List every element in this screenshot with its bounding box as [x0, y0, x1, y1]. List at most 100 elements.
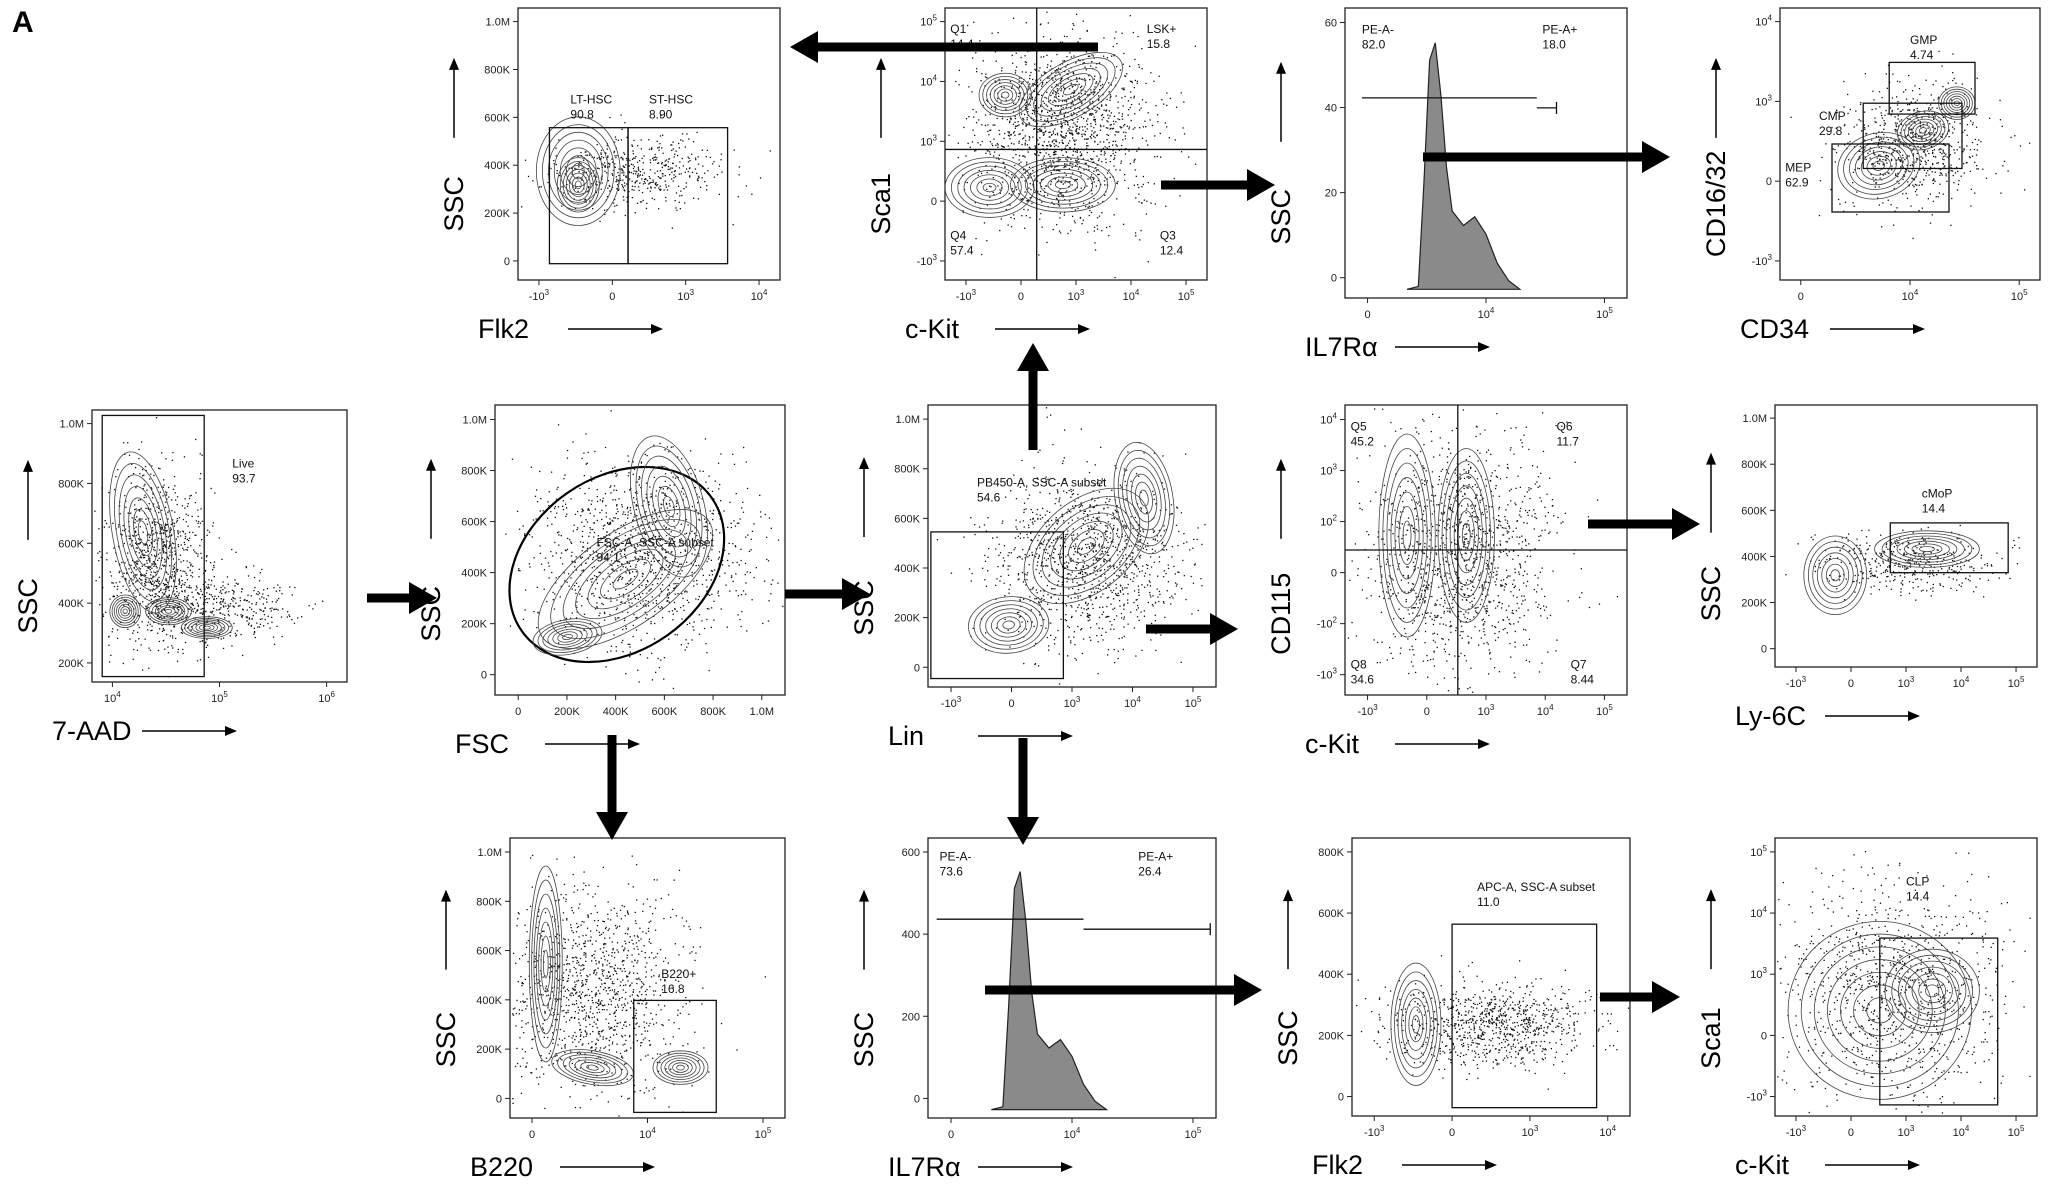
event-dot — [108, 526, 110, 528]
event-dot — [1144, 120, 1146, 122]
event-dot — [1123, 468, 1125, 470]
event-dot — [675, 150, 677, 152]
event-dot — [234, 613, 236, 615]
event-dot — [132, 582, 135, 585]
event-dot — [1103, 508, 1105, 510]
event-dot — [1111, 518, 1113, 520]
event-dot — [1006, 480, 1008, 482]
event-dot — [1121, 113, 1124, 115]
event-dot — [571, 612, 573, 614]
event-dot — [1051, 588, 1053, 590]
event-dot — [150, 571, 152, 573]
event-dot — [1127, 593, 1129, 595]
event-dot — [1034, 128, 1036, 130]
event-dot — [629, 579, 632, 581]
event-dot — [519, 570, 521, 572]
event-dot — [145, 543, 147, 545]
event-dot — [1058, 200, 1060, 202]
event-dot — [643, 178, 646, 181]
event-dot — [240, 615, 243, 618]
event-dot — [1008, 592, 1010, 594]
event-dot — [664, 493, 666, 495]
event-dot — [132, 658, 134, 660]
event-dot — [697, 513, 699, 515]
event-dot — [1114, 509, 1116, 511]
event-dot — [1170, 513, 1172, 515]
event-dot — [212, 603, 214, 605]
y-tick-label: 400K — [58, 598, 84, 610]
event-dot — [1096, 517, 1098, 519]
event-dot — [655, 577, 657, 580]
event-dot — [157, 559, 159, 561]
event-dot — [632, 535, 634, 538]
event-dot — [648, 501, 650, 503]
event-dot — [153, 546, 155, 548]
event-dot — [1051, 542, 1053, 544]
event-dot — [698, 176, 700, 179]
event-dot — [587, 191, 589, 193]
event-dot — [159, 518, 161, 520]
event-dot — [608, 162, 610, 164]
event-dot — [591, 581, 593, 583]
event-dot — [147, 629, 149, 631]
event-dot — [136, 543, 138, 546]
event-dot — [166, 596, 169, 598]
event-dot — [1094, 544, 1096, 546]
event-dot — [1028, 564, 1030, 566]
event-dot — [180, 535, 182, 537]
event-dot — [102, 613, 104, 616]
event-dot — [192, 596, 194, 598]
event-dot — [604, 558, 606, 560]
event-dot — [1117, 543, 1120, 546]
event-dot — [710, 559, 712, 561]
event-dot — [616, 178, 618, 181]
event-dot — [1047, 161, 1049, 163]
event-dot — [686, 133, 688, 135]
event-dot — [574, 167, 576, 169]
event-dot — [150, 508, 152, 510]
event-dot — [683, 493, 685, 495]
event-dot — [1067, 124, 1069, 126]
event-dot — [189, 569, 191, 571]
event-dot — [172, 542, 174, 544]
event-dot — [686, 561, 688, 563]
event-dot — [635, 571, 638, 573]
event-dot — [690, 472, 692, 475]
event-dot — [145, 581, 147, 583]
event-dot — [260, 609, 262, 611]
event-dot — [261, 568, 263, 571]
event-dot — [662, 549, 664, 551]
event-dot — [580, 162, 582, 165]
event-dot — [297, 617, 299, 619]
event-dot — [1077, 606, 1079, 609]
event-dot — [1108, 559, 1111, 561]
event-dot — [668, 568, 670, 571]
event-dot — [650, 571, 652, 573]
event-dot — [1106, 525, 1108, 527]
event-dot — [553, 159, 555, 162]
event-dot — [672, 687, 675, 690]
event-dot — [136, 547, 139, 549]
density-contour — [114, 463, 172, 602]
event-dot — [1153, 494, 1155, 496]
event-dot — [1096, 524, 1098, 526]
event-dot — [632, 164, 634, 166]
event-dot — [974, 533, 976, 536]
event-dot — [160, 601, 162, 603]
event-dot — [630, 512, 632, 515]
event-dot — [651, 523, 654, 525]
event-dot — [1064, 199, 1066, 201]
event-dot — [634, 514, 636, 516]
event-dot — [1170, 603, 1172, 605]
event-dot — [240, 633, 242, 636]
event-dot — [583, 159, 585, 161]
event-dot — [1092, 544, 1094, 546]
event-dot — [167, 586, 169, 588]
event-dot — [1017, 579, 1019, 581]
event-dot — [679, 573, 681, 575]
event-dot — [1111, 591, 1113, 594]
event-dot — [1045, 533, 1047, 535]
event-dot — [718, 563, 720, 565]
event-dot — [981, 124, 983, 126]
event-dot — [154, 549, 156, 552]
